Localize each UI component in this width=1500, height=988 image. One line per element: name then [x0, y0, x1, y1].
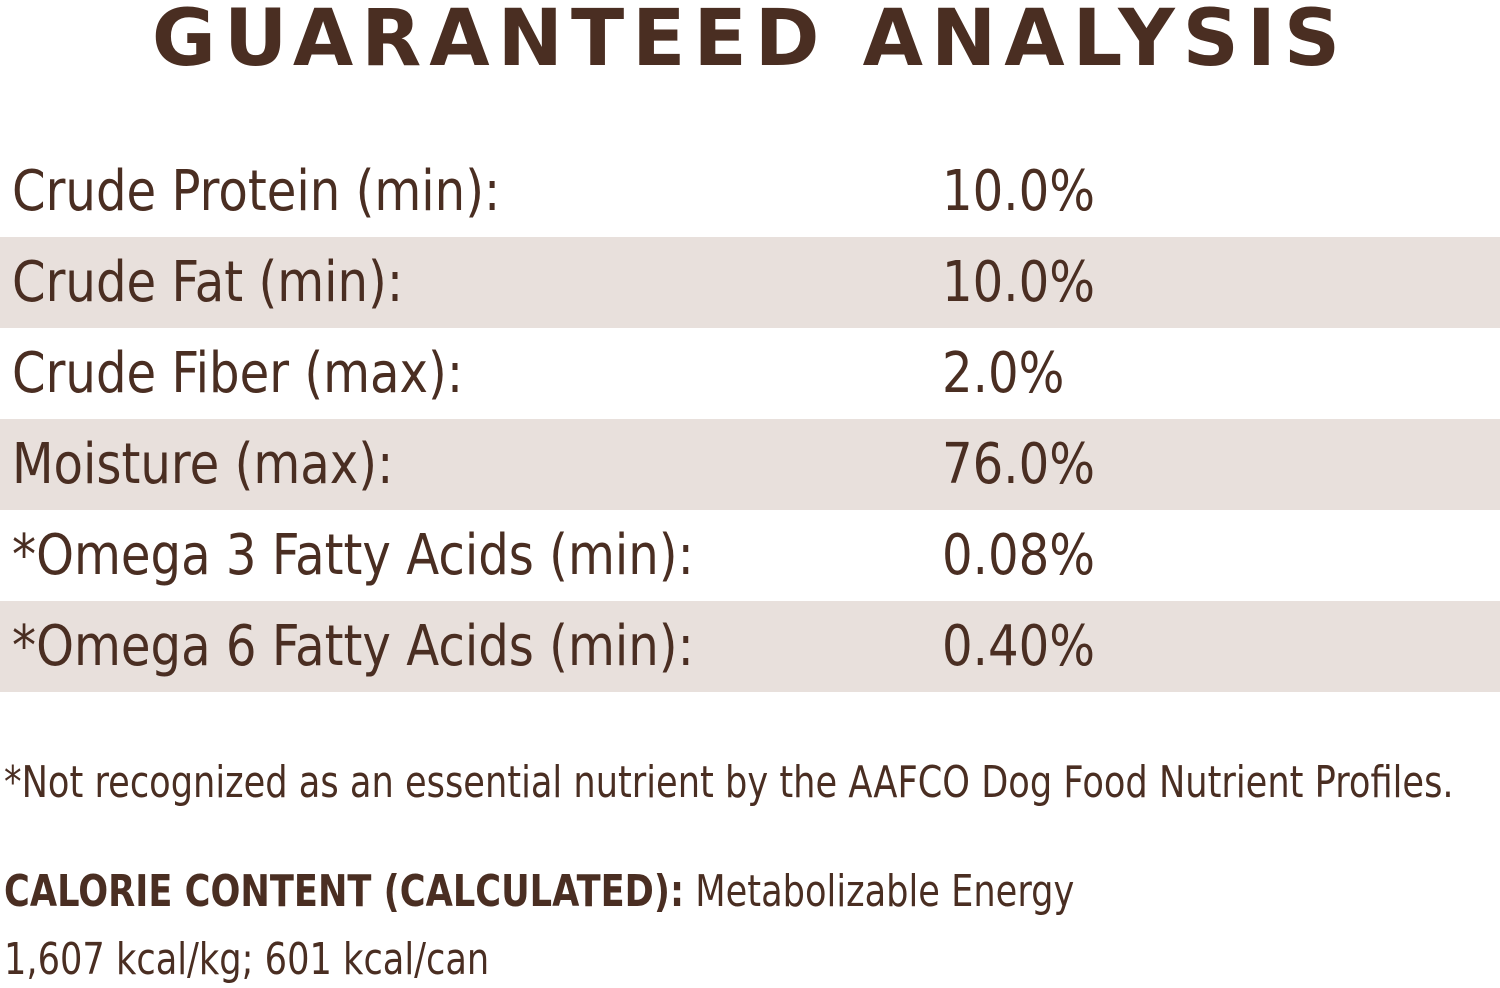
table-row: Moisture (max): 76.0%	[0, 419, 1500, 510]
table-row: *Omega 6 Fatty Acids (min): 0.40%	[0, 601, 1500, 692]
calorie-heading: CALORIE CONTENT (CALCULATED):	[4, 866, 685, 917]
nutrient-label: *Omega 3 Fatty Acids (min):	[12, 523, 694, 588]
nutrient-label: *Omega 6 Fatty Acids (min):	[12, 614, 694, 679]
footnote: *Not recognized as an essential nutrient…	[4, 757, 1454, 808]
table-row: Crude Protein (min): 10.0%	[0, 146, 1500, 237]
nutrient-value: 76.0%	[942, 432, 1095, 497]
page-title: GUARANTEED ANALYSIS	[151, 0, 1349, 84]
nutrient-value: 10.0%	[942, 250, 1095, 315]
nutrient-label: Crude Protein (min):	[12, 159, 501, 224]
nutrient-label: Crude Fat (min):	[12, 250, 404, 315]
calorie-values: 1,607 kcal/kg; 601 kcal/can	[4, 934, 490, 985]
nutrient-value: 0.40%	[942, 614, 1095, 679]
nutrient-value: 2.0%	[942, 341, 1065, 406]
nutrient-label: Crude Fiber (max):	[12, 341, 464, 406]
analysis-table: Crude Protein (min): 10.0% Crude Fat (mi…	[0, 146, 1500, 692]
table-row: Crude Fat (min): 10.0%	[0, 237, 1500, 328]
nutrient-value: 10.0%	[942, 159, 1095, 224]
table-row: Crude Fiber (max): 2.0%	[0, 328, 1500, 419]
calorie-content: CALORIE CONTENT (CALCULATED): Metaboliza…	[4, 864, 1074, 920]
nutrient-value: 0.08%	[942, 523, 1095, 588]
nutrient-label: Moisture (max):	[12, 432, 394, 497]
calorie-text: Metabolizable Energy	[695, 866, 1075, 917]
table-row: *Omega 3 Fatty Acids (min): 0.08%	[0, 510, 1500, 601]
